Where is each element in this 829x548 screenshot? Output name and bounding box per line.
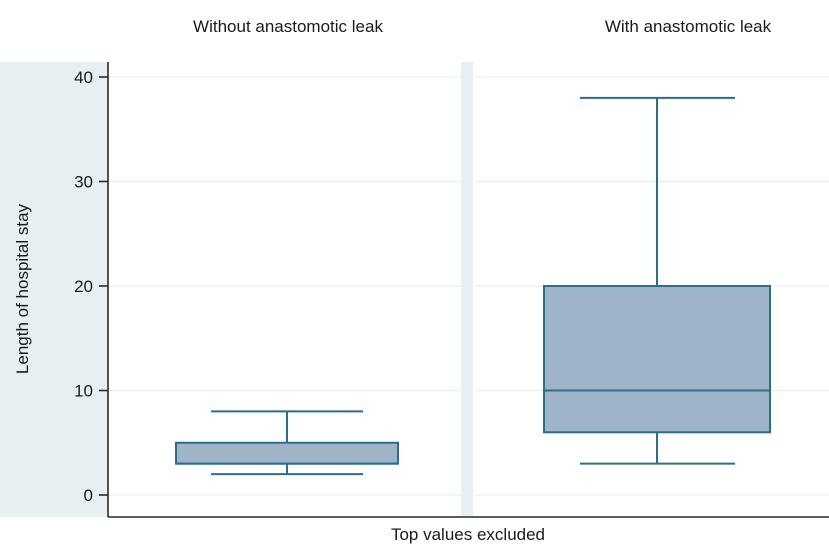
box-group-1: [543, 96, 771, 465]
y-axis-strip: [0, 62, 108, 517]
iqr-box-0: [175, 441, 399, 465]
y-tick-label-10: 10: [74, 382, 93, 401]
y-tick-label-0: 0: [84, 486, 93, 505]
y-tick-label-40: 40: [74, 68, 93, 87]
y-tick-label-20: 20: [74, 277, 93, 296]
y-ticks: 0 10 20 30 40: [74, 68, 108, 505]
iqr-box-1: [543, 285, 771, 434]
y-tick-label-30: 30: [74, 173, 93, 192]
y-axis-title: Length of hospital stay: [13, 203, 32, 374]
boxes: [175, 96, 771, 476]
panel-title-left: Without anastomotic leak: [193, 17, 383, 36]
x-axis-title: Top values excluded: [391, 525, 545, 544]
panel-separator: [461, 62, 473, 517]
panel-title-right: With anastomotic leak: [605, 17, 772, 36]
box-group-0: [175, 410, 399, 476]
